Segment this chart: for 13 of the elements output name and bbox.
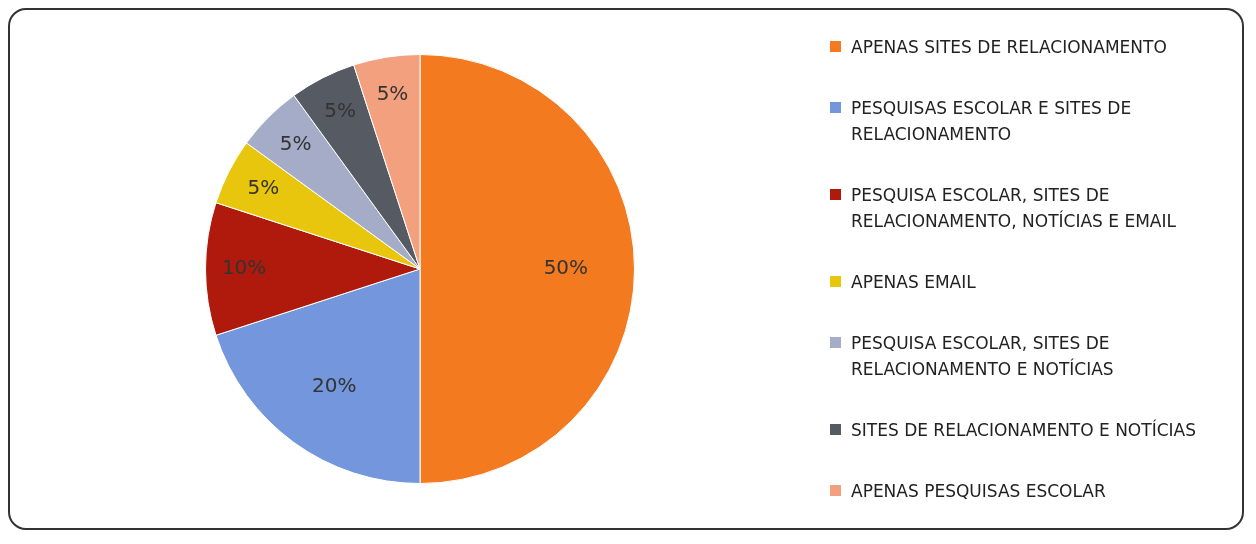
- data-label: 10%: [221, 255, 267, 280]
- legend-label: PESQUISAS ESCOLAR E SITES DE RELACIONAMENTO: [851, 97, 1133, 146]
- legend-label: PESQUISA ESCOLAR, SITES DE RELACIONAMENTO E NOTÍCIAS: [851, 332, 1115, 381]
- legend-label: PESQUISA ESCOLAR, SITES DE RELACIONAMENTO, NOTÍCIAS E EMAIL: [851, 184, 1177, 233]
- legend-label: APENAS SITES DE RELACIONAMENTO: [851, 36, 1167, 59]
- legend-label: APENAS EMAIL: [851, 271, 976, 294]
- data-label: 20%: [312, 373, 357, 398]
- data-label: 5%: [279, 130, 312, 155]
- data-label: 5%: [247, 175, 280, 200]
- legend-label: SITES DE RELACIONAMENTO E NOTÍCIAS: [851, 418, 1196, 442]
- data-label: 5%: [376, 81, 409, 106]
- legend-label: APENAS PESQUISAS ESCOLAR: [851, 480, 1106, 503]
- data-label: 50%: [543, 255, 589, 280]
